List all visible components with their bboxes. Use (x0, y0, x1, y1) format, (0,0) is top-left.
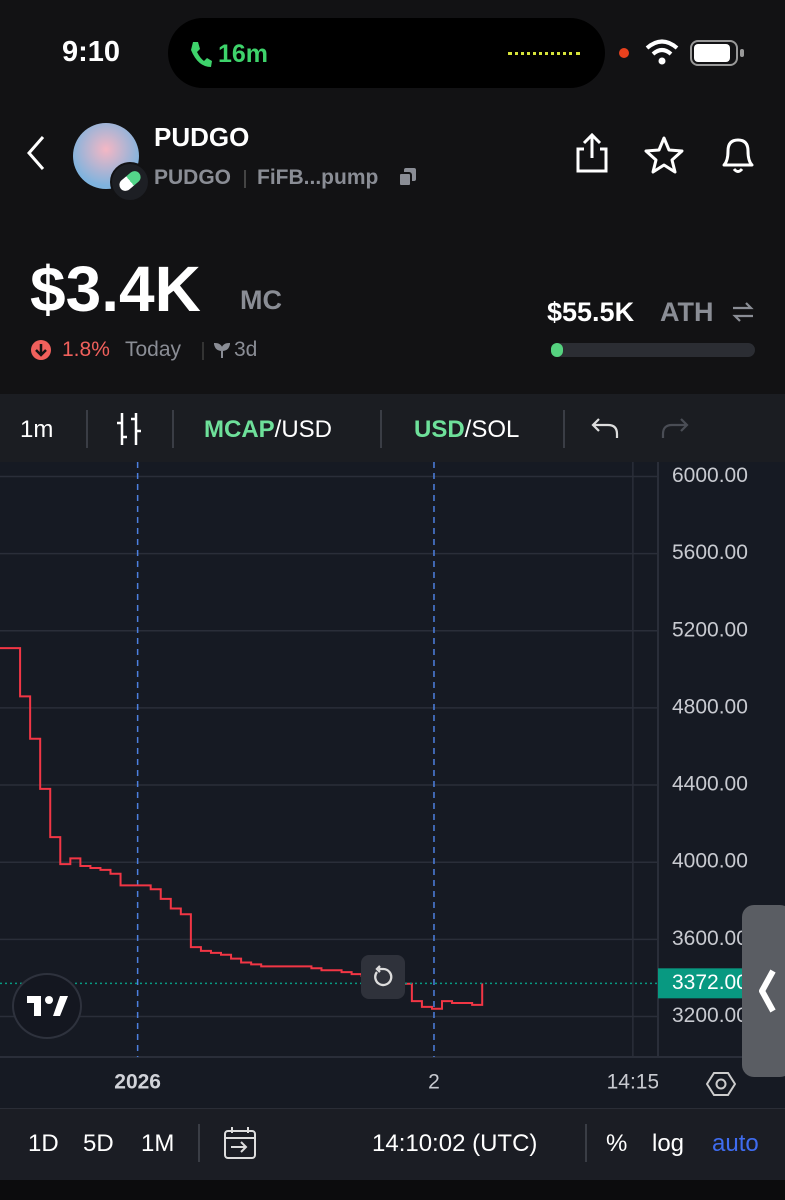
copy-icon[interactable] (398, 167, 418, 187)
token-name: PUDGO (154, 122, 250, 152)
share-button[interactable] (574, 132, 610, 174)
currency-toggle[interactable]: USD/SOL (414, 416, 519, 444)
x-tick-label: 2026 (114, 1071, 161, 1094)
log-toggle[interactable]: log (652, 1130, 685, 1157)
reset-icon (374, 965, 393, 987)
status-time: 9:10 (62, 36, 121, 68)
swap-icon[interactable] (731, 301, 755, 323)
last-price-label: 3372.00 (672, 971, 748, 994)
y-tick-label: 3200.00 (672, 1004, 748, 1027)
pill-icon (116, 168, 144, 194)
sprout-icon (214, 342, 230, 358)
currency-active: USD (414, 416, 465, 443)
market-cap-label: MC (240, 285, 282, 315)
y-tick-label: 4400.00 (672, 773, 748, 796)
token-address[interactable]: FiFB...pump (257, 166, 379, 189)
phone-icon (191, 42, 212, 67)
x-tick-label: 14:15 (607, 1071, 660, 1094)
price-line (0, 647, 484, 1010)
divider (585, 1124, 587, 1162)
mic-dot (619, 48, 629, 58)
token-age: 3d (234, 338, 258, 361)
token-symbol: PUDGO (154, 166, 232, 189)
y-tick-label: 3600.00 (672, 927, 748, 950)
interval-button[interactable]: 1m (20, 416, 54, 443)
change-period: Today (125, 338, 182, 361)
divider (172, 410, 174, 448)
divider (86, 410, 88, 448)
undo-button[interactable] (590, 416, 620, 442)
settings-button[interactable] (706, 1069, 736, 1099)
divider (244, 170, 246, 188)
change-percent: 1.8% (62, 338, 110, 361)
tv-logo-mark (27, 996, 68, 1016)
mode-toggle[interactable]: MCAP/USD (204, 416, 332, 444)
favorite-button[interactable] (643, 135, 685, 175)
divider (202, 342, 204, 360)
goto-date-button[interactable] (222, 1125, 258, 1161)
audio-wave (508, 52, 580, 55)
market-cap: $3.4K (30, 253, 201, 325)
ath-progress-fill (551, 343, 563, 357)
call-duration: 16m (218, 40, 269, 68)
chart-toolbar (0, 394, 785, 462)
price-chart: 3200.00 3600.00 4000.00 4400.00 4800.00 5200.… (0, 462, 785, 1110)
range-button[interactable]: 5D (83, 1130, 114, 1157)
x-tick-label: 2 (428, 1071, 440, 1094)
mode-inactive: /USD (274, 416, 333, 443)
alert-button[interactable] (718, 133, 758, 175)
divider (380, 410, 382, 448)
divider (563, 410, 565, 448)
ath-label: ATH (660, 297, 714, 327)
battery-icon (690, 40, 744, 66)
back-button[interactable] (24, 134, 48, 172)
ath-progress (551, 343, 755, 357)
percent-toggle[interactable]: % (606, 1130, 628, 1157)
y-tick-label: 6000.00 (672, 464, 748, 487)
y-tick-label: 4000.00 (672, 850, 748, 873)
chart-footer (0, 1108, 785, 1181)
range-button[interactable]: 1D (28, 1130, 59, 1157)
currency-inactive: /SOL (464, 416, 520, 443)
handle-chevron (759, 969, 776, 1013)
ath-value: $55.5K (547, 297, 635, 327)
reset-chart-button[interactable] (361, 955, 405, 999)
tradingview-logo[interactable] (12, 973, 82, 1039)
down-icon (31, 340, 51, 360)
side-panel-handle[interactable] (742, 905, 785, 1077)
y-tick-label: 4800.00 (672, 695, 748, 718)
range-button[interactable]: 1M (141, 1130, 175, 1157)
divider (198, 1124, 200, 1162)
avatar-badge (110, 162, 150, 202)
y-tick-label: 5600.00 (672, 541, 748, 564)
redo-button[interactable] (660, 416, 690, 442)
mode-active: MCAP (204, 416, 275, 443)
utc-clock[interactable]: 14:10:02 (UTC) (372, 1130, 538, 1157)
chart-type-button[interactable] (114, 411, 146, 447)
auto-toggle[interactable]: auto (712, 1130, 759, 1157)
y-tick-label: 5200.00 (672, 618, 748, 641)
wifi-icon (645, 39, 679, 65)
home-strip (0, 1180, 785, 1200)
